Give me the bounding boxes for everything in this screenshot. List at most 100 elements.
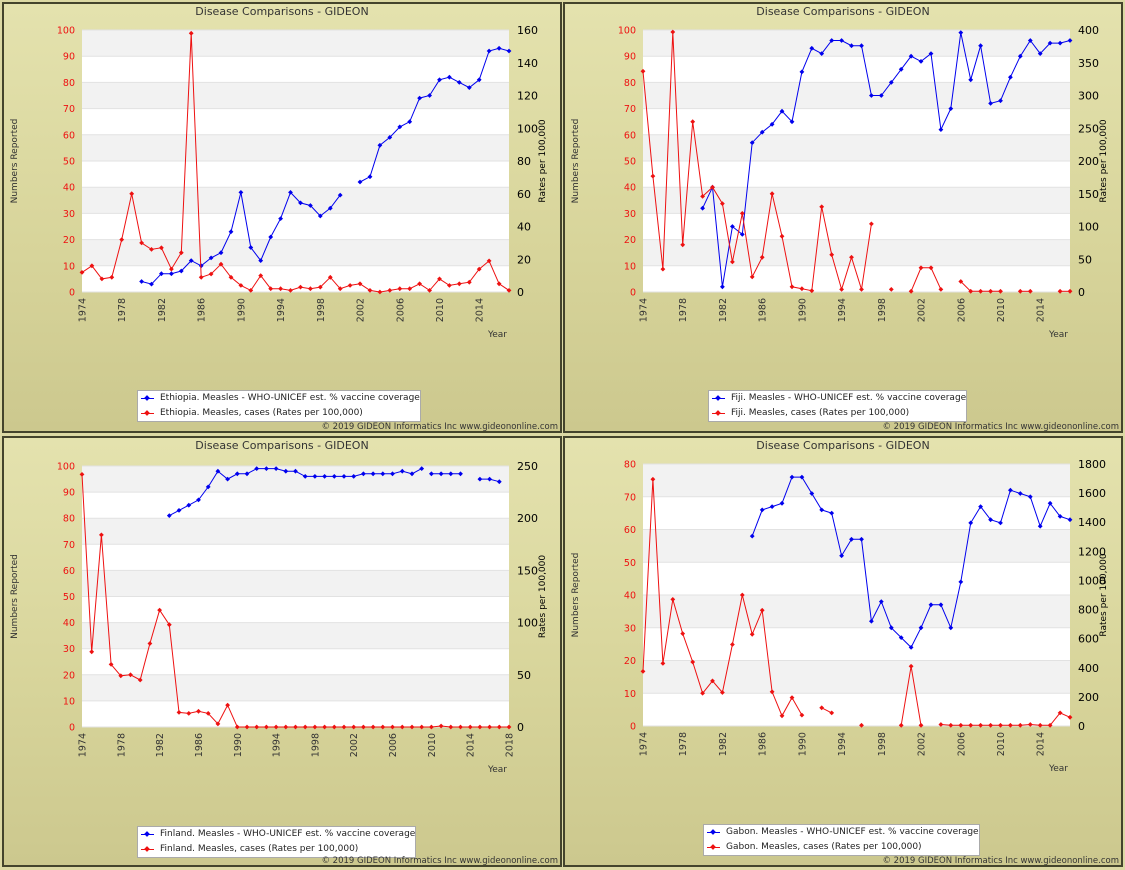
- data-point: [288, 288, 293, 293]
- data-point: [819, 51, 825, 56]
- data-point: [789, 474, 795, 480]
- data-point: [466, 279, 472, 285]
- x-tick-label: 1998: [310, 733, 321, 757]
- plot-band: [643, 161, 1070, 188]
- legend-label: Finland. Measles, cases (Rates per 100,0…: [160, 844, 359, 854]
- data-point: [1017, 722, 1023, 728]
- data-point: [730, 224, 735, 229]
- y-tick-label: 80: [624, 78, 636, 89]
- data-point: [238, 283, 244, 288]
- data-point: [176, 710, 182, 715]
- y-tick-label: 30: [63, 644, 75, 655]
- data-point: [496, 45, 502, 51]
- data-point: [948, 106, 954, 111]
- x-axis-title: Year: [487, 765, 507, 775]
- data-point: [938, 722, 944, 727]
- y2-tick-label: 300: [1078, 90, 1099, 103]
- y2-tick-label: 80: [517, 155, 531, 168]
- chart-svg: 0 10 20 30 40 50 60 70 80 90 100 0 20 40 60 80 100 120 140…: [10, 24, 548, 340]
- y-tick-label: 60: [624, 130, 636, 141]
- data-point: [918, 625, 924, 631]
- data-point: [234, 724, 240, 730]
- data-point: [341, 724, 347, 730]
- data-point: [908, 53, 914, 59]
- data-point: [859, 536, 864, 542]
- data-point: [749, 140, 755, 146]
- data-point: [486, 258, 492, 264]
- plot-band: [82, 674, 509, 701]
- data-point: [958, 579, 964, 585]
- data-point: [640, 68, 646, 74]
- data-point: [254, 466, 260, 471]
- data-point: [283, 724, 289, 730]
- data-point: [198, 274, 204, 280]
- data-point: [978, 288, 983, 294]
- y2-tick-label: 1600: [1078, 487, 1106, 500]
- data-point: [273, 466, 279, 471]
- data-point: [273, 724, 279, 730]
- chart-panel-fiji: Disease Comparisons - GIDEON 0 10 20 30 40 50…: [563, 2, 1123, 433]
- x-tick-label: 2014: [466, 733, 477, 757]
- data-point: [809, 45, 815, 51]
- x-tick-label: 2006: [956, 298, 967, 322]
- data-point: [779, 500, 785, 506]
- x-tick-label: 2010: [996, 732, 1007, 756]
- data-point: [476, 77, 482, 83]
- y-tick-label: 30: [624, 623, 636, 634]
- data-point: [948, 722, 954, 728]
- legend: Ethiopia. Measles - WHO-UNICEF est. % va…: [137, 390, 421, 422]
- chart-panel-finland: Disease Comparisons - GIDEON 0 10 20 30 40 50…: [2, 436, 562, 867]
- data-point: [244, 724, 250, 730]
- data-point: [749, 631, 755, 637]
- y2-tick-label: 400: [1078, 24, 1099, 37]
- data-point: [789, 119, 795, 125]
- data-point: [680, 631, 686, 636]
- data-point: [119, 237, 125, 242]
- data-point: [839, 287, 844, 292]
- data-point: [759, 254, 765, 260]
- copyright: © 2019 GIDEON Informatics Inc www.gideon…: [882, 856, 1119, 866]
- data-point: [327, 205, 333, 211]
- data-point: [147, 641, 153, 646]
- data-point: [427, 93, 432, 98]
- y2-tick-label: 0: [517, 721, 524, 734]
- plot-band: [643, 187, 1070, 214]
- y-axis-title: Numbers Reported: [571, 119, 581, 204]
- data-point: [159, 271, 164, 277]
- data-point: [849, 43, 854, 49]
- data-point: [308, 203, 313, 208]
- data-point: [218, 261, 224, 267]
- data-point: [670, 29, 676, 35]
- data-point: [978, 504, 983, 509]
- data-point: [128, 672, 133, 678]
- data-point: [759, 507, 765, 513]
- data-point: [769, 121, 775, 127]
- data-point: [789, 695, 795, 700]
- data-point: [337, 286, 343, 292]
- data-point: [264, 466, 269, 471]
- data-point: [487, 724, 492, 730]
- plot-band: [82, 187, 509, 214]
- plot-band: [643, 134, 1070, 161]
- data-point: [166, 513, 172, 518]
- data-point: [769, 504, 775, 509]
- data-point: [248, 245, 254, 250]
- data-point: [438, 723, 444, 729]
- x-tick-label: 2002: [917, 732, 928, 756]
- data-point: [888, 625, 894, 631]
- y2-tick-label: 1000: [1078, 574, 1106, 587]
- data-point: [749, 533, 755, 539]
- data-point: [809, 491, 815, 496]
- y-tick-label: 50: [624, 157, 636, 168]
- data-point: [399, 468, 405, 474]
- data-point: [908, 645, 914, 650]
- data-point: [159, 245, 164, 251]
- y2-tick-label: 120: [517, 90, 538, 103]
- data-point: [99, 532, 104, 538]
- data-point: [351, 474, 357, 479]
- x-tick-label: 2018: [505, 733, 516, 757]
- data-point: [938, 127, 944, 132]
- data-point: [437, 276, 442, 282]
- data-point: [208, 271, 214, 277]
- y-tick-label: 0: [630, 722, 636, 733]
